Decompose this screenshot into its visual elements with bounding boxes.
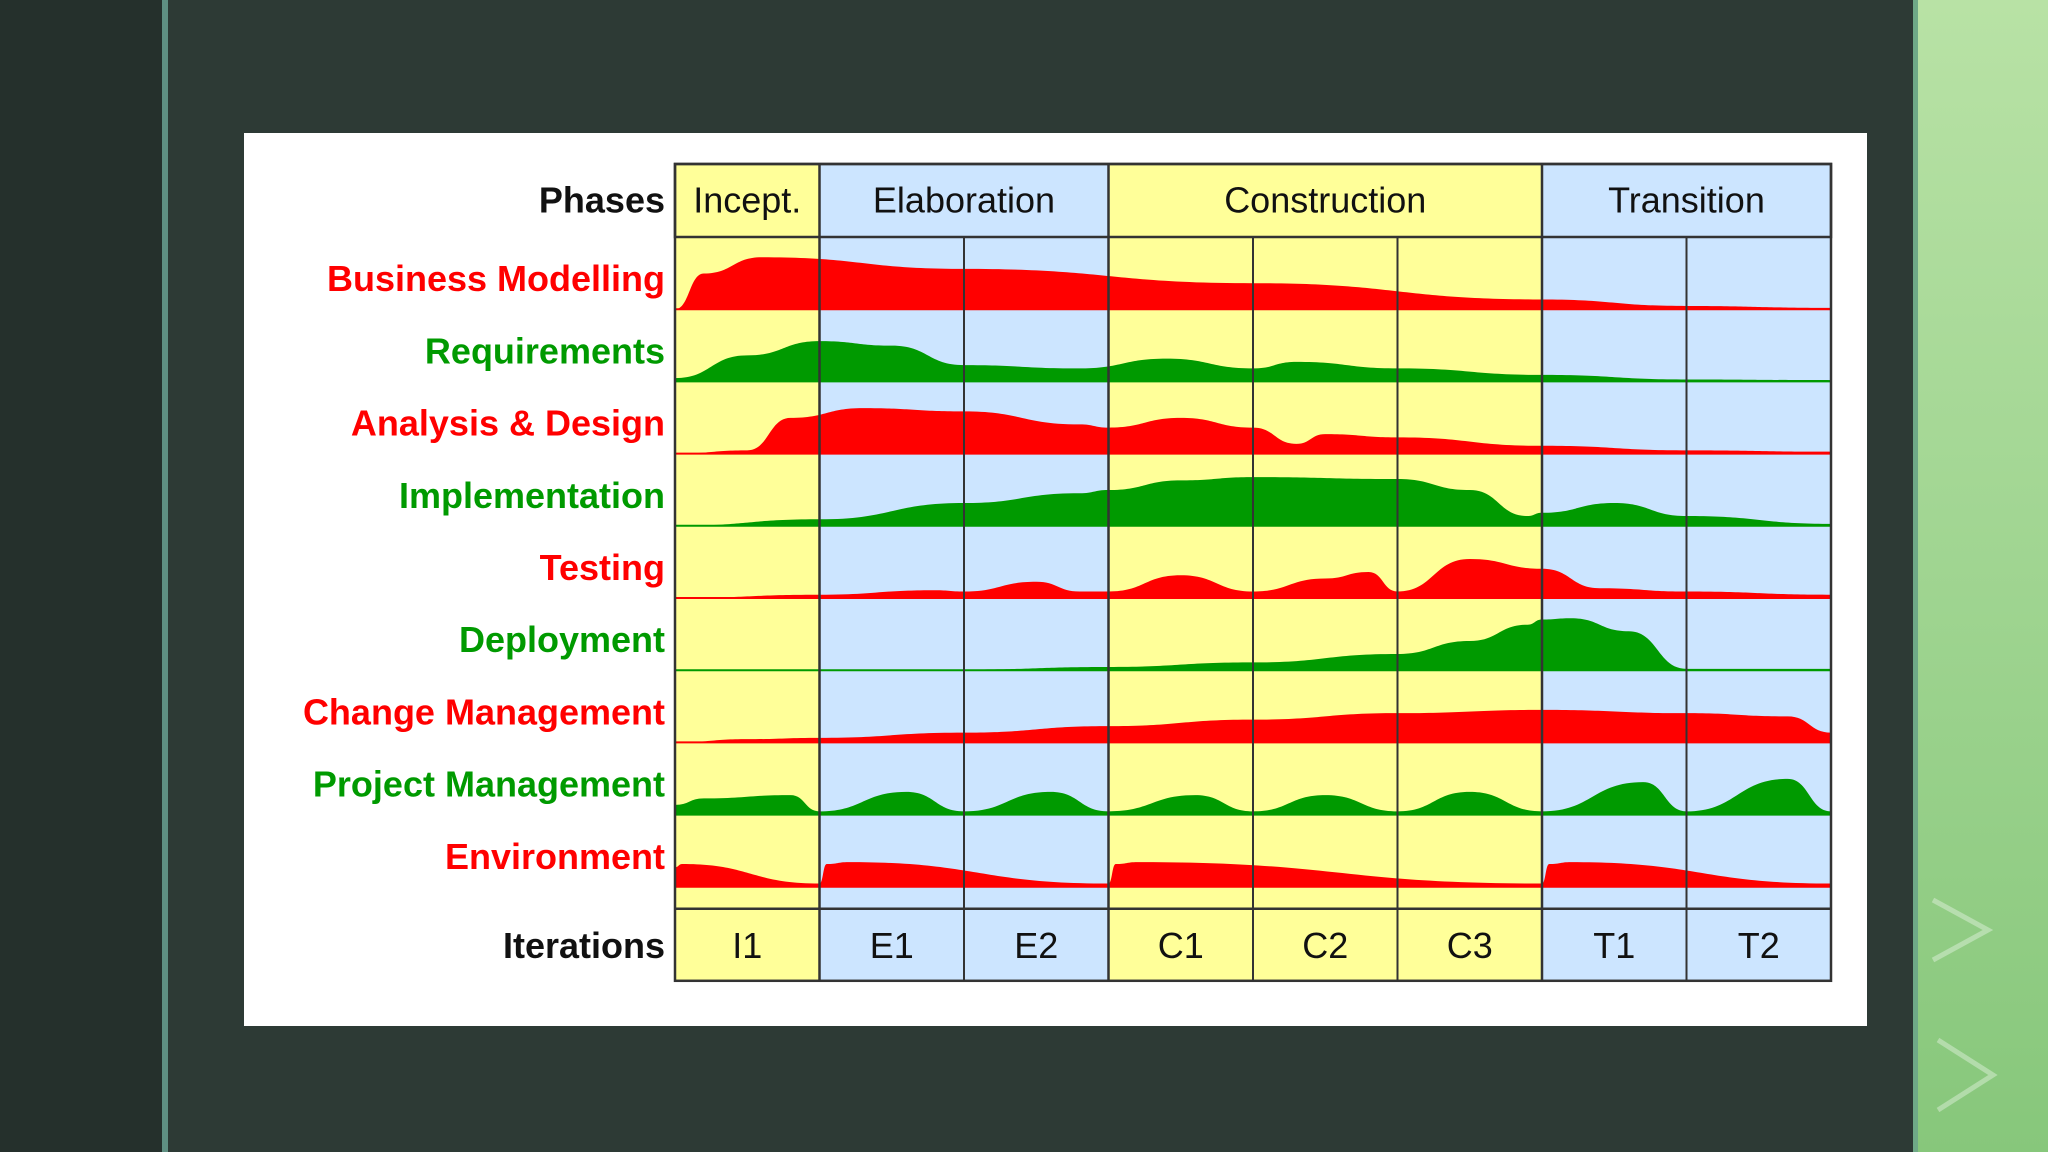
diagram-labels: Phases Iterations Business Modelling Requ… xyxy=(303,180,1780,966)
discipline-label: Testing xyxy=(540,547,665,588)
phases-header: Phases xyxy=(539,180,665,221)
column-background xyxy=(1542,164,1687,981)
discipline-label: Environment xyxy=(445,836,665,877)
discipline-label: Deployment xyxy=(459,619,665,660)
right-decorative-panel xyxy=(1913,0,2048,1152)
left-sidebar-bar xyxy=(0,0,162,1152)
chevron-decoration-icon xyxy=(1931,897,1998,1113)
rup-hump-diagram: Phases Iterations Business Modelling Requ… xyxy=(303,162,1833,983)
phase-label: Construction xyxy=(1224,180,1426,221)
iteration-label: E2 xyxy=(1014,925,1058,966)
phase-label: Transition xyxy=(1608,180,1765,221)
discipline-label: Analysis & Design xyxy=(351,403,665,444)
iterations-header: Iterations xyxy=(503,925,665,966)
iteration-label: T2 xyxy=(1738,925,1780,966)
iteration-label: C1 xyxy=(1158,925,1204,966)
phase-label: Elaboration xyxy=(873,180,1055,221)
rup-diagram-card: Phases Iterations Business Modelling Requ… xyxy=(244,133,1867,1026)
iteration-label: E1 xyxy=(870,925,914,966)
discipline-label: Change Management xyxy=(303,691,665,732)
discipline-label: Implementation xyxy=(399,475,665,516)
discipline-label: Project Management xyxy=(313,764,665,805)
iteration-label: T1 xyxy=(1593,925,1635,966)
iteration-label: C2 xyxy=(1302,925,1348,966)
column-background xyxy=(1686,164,1832,981)
iteration-label: C3 xyxy=(1447,925,1493,966)
phase-label: Incept. xyxy=(693,180,801,221)
discipline-label: Requirements xyxy=(425,330,665,371)
discipline-hump xyxy=(675,778,1831,815)
grid-lines xyxy=(673,162,1833,983)
iteration-label: I1 xyxy=(732,925,762,966)
left-accent-line xyxy=(162,0,168,1152)
discipline-label: Business Modelling xyxy=(327,258,665,299)
